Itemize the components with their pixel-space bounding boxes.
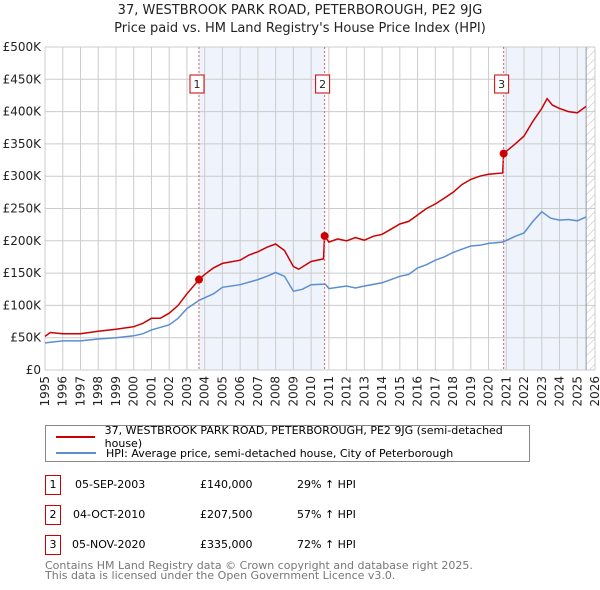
legend-label: 37, WESTBROOK PARK ROAD, PETERBOROUGH, P…	[104, 424, 503, 450]
sale-label: 1	[194, 78, 201, 91]
x-tick-label: 2022	[517, 376, 531, 407]
x-tick-label: 2011	[322, 376, 336, 407]
x-tick-label: 2010	[304, 376, 318, 407]
x-tick-label: 2018	[446, 376, 460, 407]
sale-label-box	[494, 74, 510, 94]
legend-label: HPI: Average price, semi-detached house,…	[106, 446, 454, 460]
legend-item-hpi: HPI: Average price, semi-detached house,…	[56, 445, 453, 461]
sale-hpi-diff: 57% ↑ HPI	[297, 508, 356, 521]
x-tick-label: 1999	[109, 376, 123, 407]
y-tick-label: £100K	[3, 298, 43, 312]
sale-point	[195, 275, 203, 284]
footer-copyright: Contains HM Land Registry data © Crown c…	[45, 559, 473, 572]
sale-point	[320, 231, 329, 240]
footer-licence: This data is licensed under the Open Gov…	[45, 569, 396, 582]
y-tick-label: £150K	[3, 266, 43, 280]
sale-price: £335,000	[200, 538, 253, 551]
sale-marker-badge: 2	[45, 505, 61, 525]
sale-hpi-diff: 29% ↑ HPI	[297, 478, 356, 491]
sale-label: 2	[319, 78, 326, 91]
x-tick-label: 2012	[340, 376, 354, 407]
x-tick-label: 2004	[198, 376, 212, 407]
sale-date: 05-SEP-2003	[75, 478, 146, 491]
x-tick-label: 2003	[180, 376, 194, 407]
y-tick-label: £450K	[3, 72, 43, 86]
x-tick-label: 2026	[588, 376, 600, 407]
x-tick-label: 2014	[375, 376, 389, 407]
x-tick-label: 2021	[499, 376, 513, 407]
y-tick-label: £300K	[3, 169, 43, 183]
price-chart: £0 £50K £100K £150K £200K £250K £300K £350K £400…	[3, 40, 600, 407]
x-tick-label: 2001	[144, 376, 158, 407]
x-tick-label: 2024	[553, 376, 567, 407]
x-tick-label: 2006	[233, 376, 247, 407]
legend-swatch-red	[56, 436, 95, 438]
sale-date: 05-NOV-2020	[72, 538, 146, 551]
property-price-line	[44, 97, 587, 338]
sale-price: £140,000	[200, 478, 253, 491]
x-tick-label: 1996	[56, 376, 70, 407]
x-tick-label: 2016	[411, 376, 425, 407]
chart-title: 37, WESTBROOK PARK ROAD, PETERBOROUGH, P…	[117, 3, 483, 18]
x-tick-label: 2013	[357, 376, 371, 407]
x-tick-label: 2008	[269, 376, 283, 407]
x-tick-label: 1995	[38, 376, 52, 407]
y-tick-label: £250K	[3, 202, 43, 216]
hpi-line	[44, 210, 587, 344]
y-tick-label: £0	[26, 363, 41, 377]
sale-marker-badge: 3	[45, 535, 61, 555]
y-tick-label: £50K	[10, 331, 42, 345]
x-tick-label: 2017	[428, 376, 442, 407]
y-tick-label: £500K	[3, 40, 43, 54]
legend-item-property: 37, WESTBROOK PARK ROAD, PETERBOROUGH, P…	[56, 424, 529, 450]
sale-label-box	[315, 74, 331, 94]
y-tick-label: £200K	[3, 234, 43, 248]
sale-hpi-diff: 72% ↑ HPI	[297, 538, 356, 551]
y-tick-label: £400K	[3, 105, 43, 119]
x-tick-label: 2000	[127, 376, 141, 407]
x-tick-label: 2023	[535, 376, 549, 407]
x-tick-label: 2019	[464, 376, 478, 407]
x-tick-label: 2009	[286, 376, 300, 407]
chart-legend: 37, WESTBROOK PARK ROAD, PETERBOROUGH, P…	[45, 424, 530, 462]
sale-date: 04-OCT-2010	[73, 508, 146, 521]
x-tick-label: 2020	[482, 376, 496, 407]
x-tick-label: 1998	[91, 376, 105, 407]
sale-label: 3	[498, 78, 505, 91]
x-tick-label: 2025	[570, 376, 584, 407]
sale-marker-badge: 1	[45, 475, 61, 495]
sale-label-box	[189, 74, 205, 94]
chart-subtitle: Price paid vs. HM Land Registry's House …	[114, 21, 486, 36]
x-tick-label: 1997	[73, 376, 87, 407]
x-tick-label: 2015	[393, 376, 407, 407]
legend-swatch-blue	[56, 452, 96, 454]
sale-point	[499, 149, 508, 158]
y-tick-label: £350K	[3, 137, 43, 151]
x-tick-label: 2005	[215, 376, 229, 407]
x-tick-label: 2007	[251, 376, 265, 407]
x-tick-label: 2002	[162, 376, 176, 407]
sale-price: £207,500	[200, 508, 253, 521]
